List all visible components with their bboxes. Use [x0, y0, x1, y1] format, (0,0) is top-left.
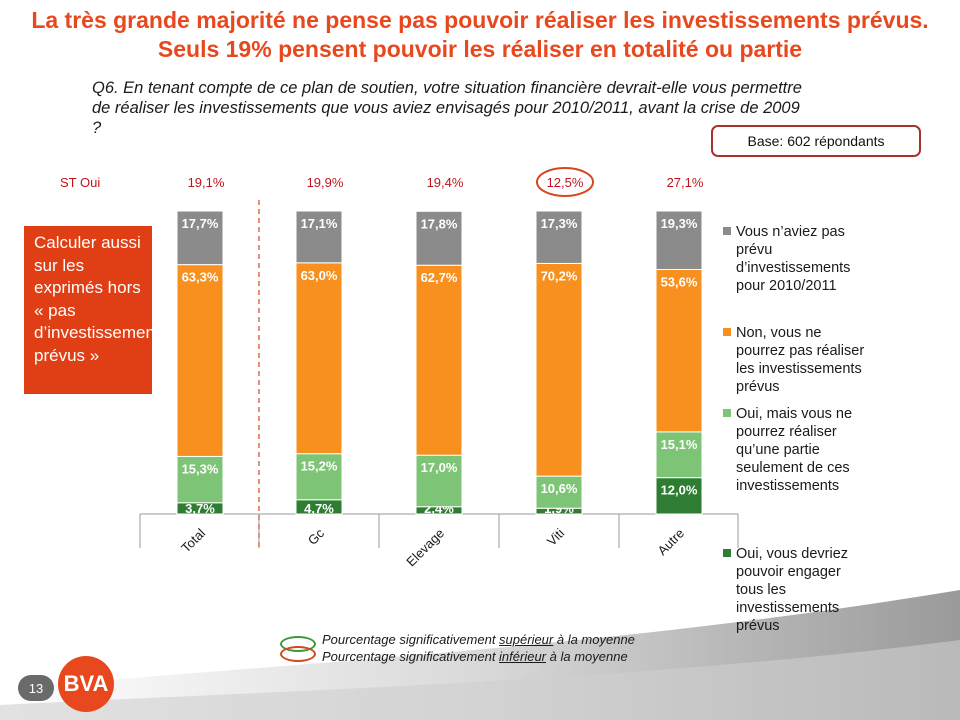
- bar-data-label: 17,7%: [182, 216, 219, 231]
- st-oui-value: 19,1%: [188, 175, 225, 190]
- st-oui-value: 12,5%: [547, 175, 584, 190]
- bar-data-label: 12,0%: [661, 483, 698, 498]
- legend-entry-line: Oui, mais vous ne: [736, 406, 852, 422]
- bar-data-label: 4,7%: [304, 501, 334, 516]
- bar-data-label: 62,7%: [421, 270, 458, 285]
- bar-segment: [295, 453, 343, 501]
- bar-data-label: 63,0%: [301, 268, 338, 283]
- legend-entry-line: Non, vous ne: [736, 325, 821, 341]
- inferior-ring-icon: [536, 167, 594, 197]
- bar-segment: [655, 210, 703, 270]
- bar-segment: [535, 210, 583, 264]
- bar-segment: [415, 454, 463, 508]
- question-text: Q6. En tenant compte de ce plan de souti…: [92, 79, 802, 137]
- bar-segment: [295, 210, 343, 264]
- bar-segment: [535, 475, 583, 509]
- bar-segment: [655, 477, 703, 515]
- page-number: 13: [18, 675, 54, 701]
- bar-data-label: 15,2%: [301, 459, 338, 474]
- st-oui-value: 27,1%: [667, 175, 704, 190]
- bar-data-label: 15,3%: [182, 461, 219, 476]
- bar-segment: [535, 262, 583, 477]
- legend-swatch: [723, 549, 731, 557]
- legend-entry-line: d’investissements: [736, 260, 850, 276]
- category-label: Elevage: [403, 526, 447, 570]
- category-label: Autre: [655, 526, 688, 559]
- legend-entry-line: investissements: [736, 600, 839, 616]
- bva-logo: BVA: [58, 656, 114, 712]
- bar-segment: [176, 455, 224, 504]
- st-oui-label: ST Oui: [60, 175, 100, 190]
- bar-data-label: 17,8%: [421, 216, 458, 231]
- bar-segment: [176, 264, 224, 457]
- bar-data-label: 17,3%: [541, 216, 578, 231]
- legend-entry-line: pouvoir engager: [736, 564, 841, 580]
- legend-entry-line: les investissements: [736, 361, 862, 377]
- legend-entry-line: qu’une partie: [736, 442, 820, 458]
- legend-entry-line: prévus: [736, 618, 780, 634]
- legend-entry-line: pour 2010/2011: [736, 278, 837, 294]
- bar-data-label: 10,6%: [541, 481, 578, 496]
- legend-entry-line: prévus: [736, 379, 780, 395]
- legend-entry-line: investissements: [736, 478, 839, 494]
- bar-segment: [655, 268, 703, 433]
- bar-segment: [415, 210, 463, 266]
- legend-entry-line: seulement de ces: [736, 460, 850, 476]
- legend-swatch: [723, 227, 731, 235]
- bar-data-label: 17,1%: [301, 216, 338, 231]
- bar-segment: [655, 431, 703, 479]
- base-badge: Base: 602 répondants: [711, 125, 921, 157]
- note-inferior: Pourcentage significativement inférieur …: [280, 646, 635, 666]
- bar-data-label: 63,3%: [182, 270, 219, 285]
- bar-segment: [295, 262, 343, 455]
- legend-swatch: [723, 409, 731, 417]
- category-label: Gc: [305, 525, 328, 548]
- page-title: La très grande majorité ne pense pas pou…: [31, 7, 929, 62]
- st-oui-row: [52, 166, 742, 200]
- bar-data-label: 19,3%: [661, 216, 698, 231]
- significance-notes: Pourcentage significativement supérieur …: [280, 632, 635, 666]
- legend-entry-line: Oui, vous devriez: [736, 546, 848, 562]
- bar-segment: [176, 210, 224, 266]
- category-label: Viti: [544, 525, 567, 548]
- legend-entry-line: pourrez réaliser: [736, 424, 837, 440]
- bar-segment: [415, 264, 463, 456]
- note-superior: Pourcentage significativement supérieur …: [280, 632, 635, 652]
- bar-data-label: 70,2%: [541, 268, 578, 283]
- category-label: Total: [178, 525, 208, 555]
- callout-box: Calculer aussi sur les exprimés hors « p…: [24, 226, 168, 394]
- bar-data-label: 3,7%: [185, 501, 215, 516]
- legend-entry-line: tous les: [736, 582, 786, 598]
- bar-data-label: 15,1%: [661, 437, 698, 452]
- red-ring-icon: [280, 646, 316, 662]
- st-oui-value: 19,4%: [427, 175, 464, 190]
- bar-data-label: 53,6%: [661, 274, 698, 289]
- legend-entry-line: Vous n’aviez pas: [736, 224, 845, 240]
- legend-entry-line: pourrez pas réaliser: [736, 343, 864, 359]
- bar-data-label: 17,0%: [421, 460, 458, 475]
- legend-swatch: [723, 328, 731, 336]
- legend-entry-line: prévu: [736, 242, 772, 258]
- st-oui-value: 19,9%: [307, 175, 344, 190]
